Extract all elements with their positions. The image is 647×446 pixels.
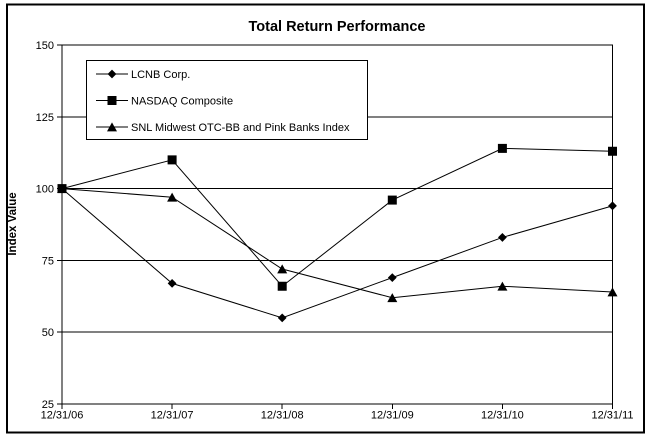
diamond-marker — [277, 313, 287, 323]
triangle-marker — [167, 192, 178, 202]
series-line — [61, 147, 613, 287]
y-tick-label: 125 — [36, 112, 54, 124]
legend: LCNB Corp. NASDAQ Composite SNL Midwest … — [85, 59, 369, 141]
outer-border — [6, 3, 645, 434]
x-tick-label: 12/31/10 — [481, 410, 524, 422]
plot-border — [61, 44, 613, 405]
square-marker — [167, 155, 177, 165]
x-tick-label: 12/31/07 — [151, 410, 194, 422]
legend-box — [85, 59, 369, 141]
chart-title: Total Return Performance — [249, 19, 426, 35]
legend-item-snl: SNL Midwest OTC-BB and Pink Banks Index — [96, 122, 350, 134]
legend-label: LCNB Corp. — [131, 69, 190, 81]
y-tick-label: 25 — [42, 399, 54, 411]
triangle-marker-icon — [107, 122, 117, 132]
triangle-marker — [497, 281, 508, 291]
triangle-marker — [387, 293, 398, 303]
series-line — [61, 188, 613, 319]
diamond-marker — [167, 278, 177, 288]
square-marker — [387, 195, 397, 205]
x-tick-label: 12/31/09 — [371, 410, 414, 422]
triangle-marker — [607, 287, 618, 297]
y-axis-title: Index Value — [7, 192, 19, 255]
square-marker — [57, 184, 67, 194]
y-tick-label: 150 — [36, 40, 54, 52]
x-tick-label: 12/31/08 — [261, 410, 304, 422]
legend-item-lcnb: LCNB Corp. — [96, 69, 190, 81]
y-tick-label: 50 — [42, 327, 54, 339]
square-marker — [497, 143, 507, 153]
y-tick-label: 75 — [42, 255, 54, 267]
x-tick-label: 12/31/06 — [41, 410, 84, 422]
y-tick-label: 100 — [36, 184, 54, 196]
legend-item-nasdaq: NASDAQ Composite — [96, 96, 233, 108]
square-marker — [277, 281, 287, 291]
diamond-marker — [387, 273, 397, 283]
x-tick-label: 12/31/11 — [591, 410, 633, 422]
series-line — [61, 188, 613, 299]
diamond-marker-icon — [107, 69, 117, 79]
square-marker — [608, 146, 617, 156]
diamond-marker — [498, 233, 507, 242]
diamond-marker — [608, 201, 617, 211]
square-marker-icon — [107, 96, 117, 105]
legend-label: NASDAQ Composite — [131, 96, 233, 108]
triangle-marker — [277, 264, 288, 274]
legend-label: SNL Midwest OTC-BB and Pink Banks Index — [131, 122, 350, 134]
series-layer — [57, 143, 618, 323]
